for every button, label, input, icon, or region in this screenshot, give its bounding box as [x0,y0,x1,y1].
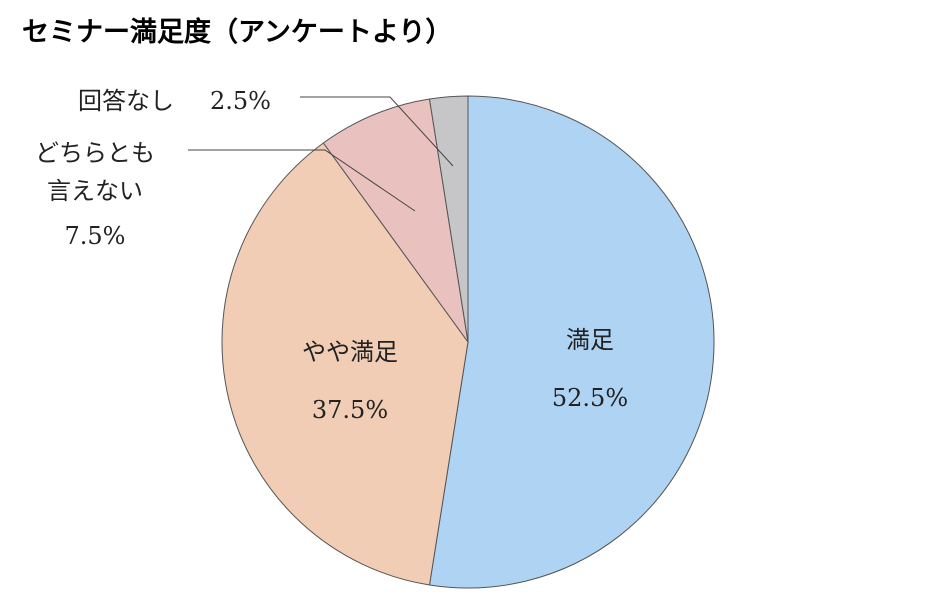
value-label: 52.5% [551,384,629,412]
value-label: 2.5% [210,87,271,115]
chart-title: セミナー満足度（アンケートより） [22,17,453,48]
leader-line [188,149,416,212]
leader-line [300,96,454,167]
value-label: 37.5% [311,396,389,424]
value-label: 7.5% [64,222,126,250]
pie-slice [428,95,469,343]
category-label: 回答なし [78,87,174,115]
category-label: どちらとも 言えない [35,139,155,205]
pie-slice [221,142,469,586]
category-label: 満足 [566,326,614,354]
category-label: やや満足 [302,338,398,366]
pie-slice [428,95,715,589]
pie-slice [322,98,469,343]
